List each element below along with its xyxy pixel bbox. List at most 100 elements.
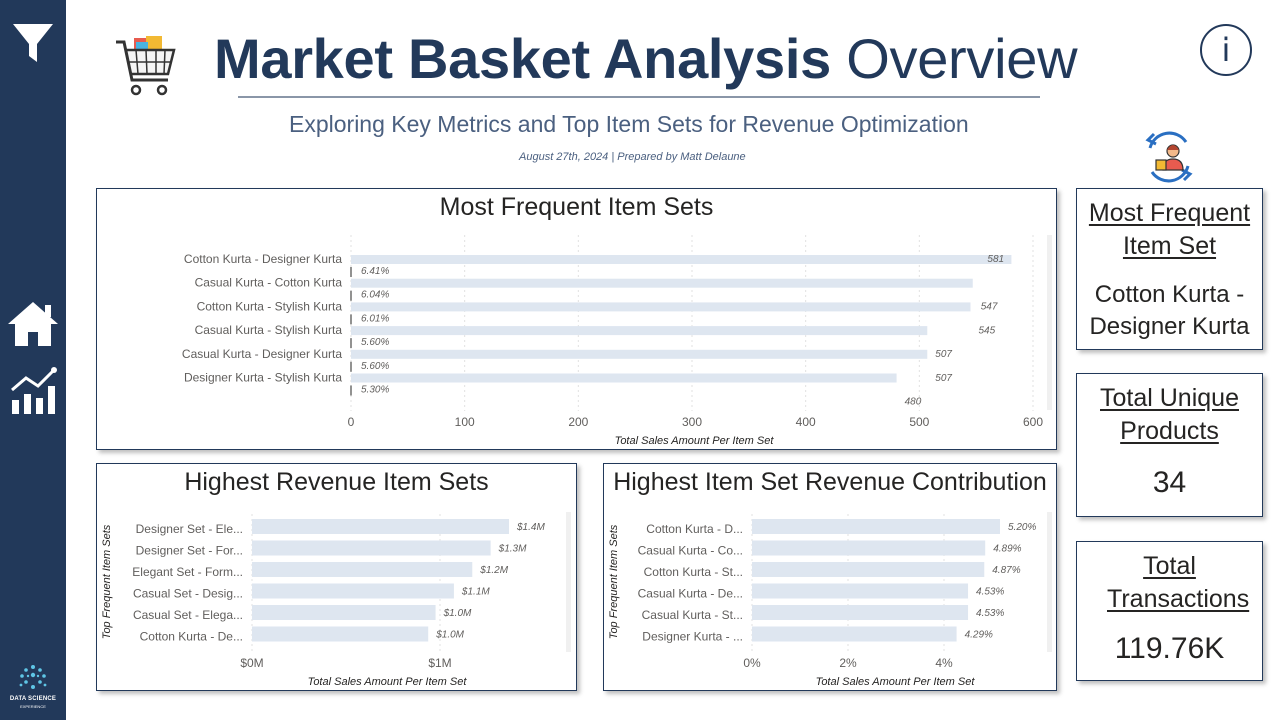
title-divider [238,96,1040,98]
category-label: Cotton Kurta - St... [644,565,743,579]
data-label: 545 [978,325,995,336]
bar [752,626,957,642]
kpi-unique-products-card: Total Unique Products 34 [1076,373,1263,517]
data-label: 4.87% [992,565,1020,576]
data-label: 4.53% [976,587,1004,598]
revenue-contribution-chart: 0% 2% 4% Total Sales Amount Per Item Set Top… [608,514,1036,688]
data-label: $1.2M [479,565,508,576]
data-label: $1.0M [435,630,464,641]
chart-title: Highest Item Set Revenue Contribution [613,468,1047,496]
bar [351,302,971,312]
data-label: $1.3M [498,544,527,555]
bar [752,519,1000,534]
category-label: Cotton Kurta - Stylish Kurta [197,299,343,313]
most-frequent-item-sets-chart: 0 100 200 300 400 500 600 Total Sales Amount Pe… [182,235,1043,447]
kpi-title: Total Transactions [1107,552,1250,613]
x-axis-title: Total Sales Amount Per Item Set [308,676,468,688]
data-label: 581 [987,254,1004,265]
category-label: Casual Set - Desig... [133,587,243,601]
bar [752,583,969,599]
x-tick-label: $1M [428,656,451,670]
category-label: Casual Kurta - Cotton Kurta [195,276,343,290]
logo-text: DATA SCIENCE [9,696,57,702]
info-button[interactable]: i [1200,24,1252,76]
data-label: 547 [981,302,998,313]
bar [351,349,928,359]
category-label: Casual Kurta - De... [638,587,743,601]
brand-logo: DATA SCIENCE EXPERIENCE [0,663,66,710]
x-tick-label: 400 [796,415,816,429]
category-label: Casual Kurta - Co... [638,544,743,558]
x-tick-label: 600 [1023,415,1043,429]
data-label: $1.4M [516,522,545,533]
data-label: 507 [935,373,952,384]
category-label: Casual Kurta - Stylish Kurta [195,323,343,337]
y-axis-title: Top Frequent Item Sets [101,524,113,639]
data-label: 4.53% [976,608,1004,619]
secondary-label: 5.60% [361,361,389,372]
bar [252,540,491,556]
category-label: Casual Set - Elega... [133,608,243,622]
kpi-transactions-card: Total Transactions 119.76K [1076,541,1263,681]
category-label: Cotton Kurta - D... [646,522,743,536]
category-label: Casual Kurta - Designer Kurta [182,347,342,361]
revenue-contribution-card: Highest Item Set Revenue Contribution 0%… [603,463,1057,691]
bar [252,605,436,620]
title-bold: Market Basket Analysis [214,27,831,90]
chart-title: Most Frequent Item Sets [439,193,714,221]
data-label: $1.1M [461,587,490,598]
bar [252,583,454,599]
chart-title: Highest Revenue Item Sets [184,468,489,496]
chart-scrollbar[interactable] [1047,235,1052,410]
page-title: Market Basket Analysis Overview [214,26,1078,91]
secondary-label: 6.01% [361,313,389,324]
kpi-title: Total Unique Products [1100,384,1239,445]
chart-scrollbar[interactable] [1047,512,1052,652]
chart-scrollbar[interactable] [566,512,571,652]
category-label: Designer Kurta - Stylish Kurta [184,371,342,385]
filter-icon[interactable] [0,22,66,66]
byline: August 27th, 2024 | Prepared by Matt Del… [519,151,746,163]
data-label: 480 [905,397,922,408]
category-label: Designer Kurta - ... [642,630,743,644]
secondary-label: 6.04% [361,290,389,301]
chart-icon[interactable] [0,366,66,416]
bar [351,326,928,336]
x-tick-label: 100 [455,415,475,429]
bar [252,519,509,534]
highest-revenue-item-sets-card: Highest Revenue Item Sets $0M $1M Total Sa… [96,463,577,691]
bar [351,255,1012,264]
category-label: Designer Set - Ele... [136,522,243,536]
bar [351,373,897,383]
data-label: 4.29% [965,630,993,641]
logo-dots-icon [19,665,47,689]
bar [752,540,986,556]
x-tick-label: 4% [935,656,953,670]
sidebar: DATA SCIENCE EXPERIENCE [0,0,66,720]
logo-subtext: EXPERIENCE [20,704,46,709]
category-label: Elegant Set - Form... [132,565,243,579]
category-label: Casual Kurta - St... [642,608,743,622]
category-label: Cotton Kurta - Designer Kurta [184,252,342,266]
secondary-label: 5.30% [361,385,389,396]
data-label: 4.89% [993,544,1021,555]
data-label: $1.0M [443,608,472,619]
bar [752,605,969,620]
category-label: Cotton Kurta - De... [140,630,243,644]
category-label: Designer Set - For... [136,544,243,558]
bar [752,562,985,577]
secondary-label: 6.41% [361,266,389,277]
x-tick-label: 200 [568,415,588,429]
kpi-value: Cotton Kurta - Designer Kurta [1089,281,1250,340]
most-frequent-item-sets-card: Most Frequent Item Sets 0 100 200 300 400 500… [96,188,1057,450]
x-tick-label: 0 [348,415,355,429]
kpi-value: 34 [1152,466,1187,499]
x-tick-label: 2% [839,656,857,670]
page-subtitle: Exploring Key Metrics and Top Item Sets … [289,111,969,137]
bar [351,278,973,288]
data-label: 507 [935,349,952,360]
home-icon[interactable] [0,300,66,348]
x-axis-title: Total Sales Amount Per Item Set [816,676,976,688]
x-axis-title: Total Sales Amount Per Item Set [615,435,775,447]
x-tick-label: 0% [743,656,761,670]
